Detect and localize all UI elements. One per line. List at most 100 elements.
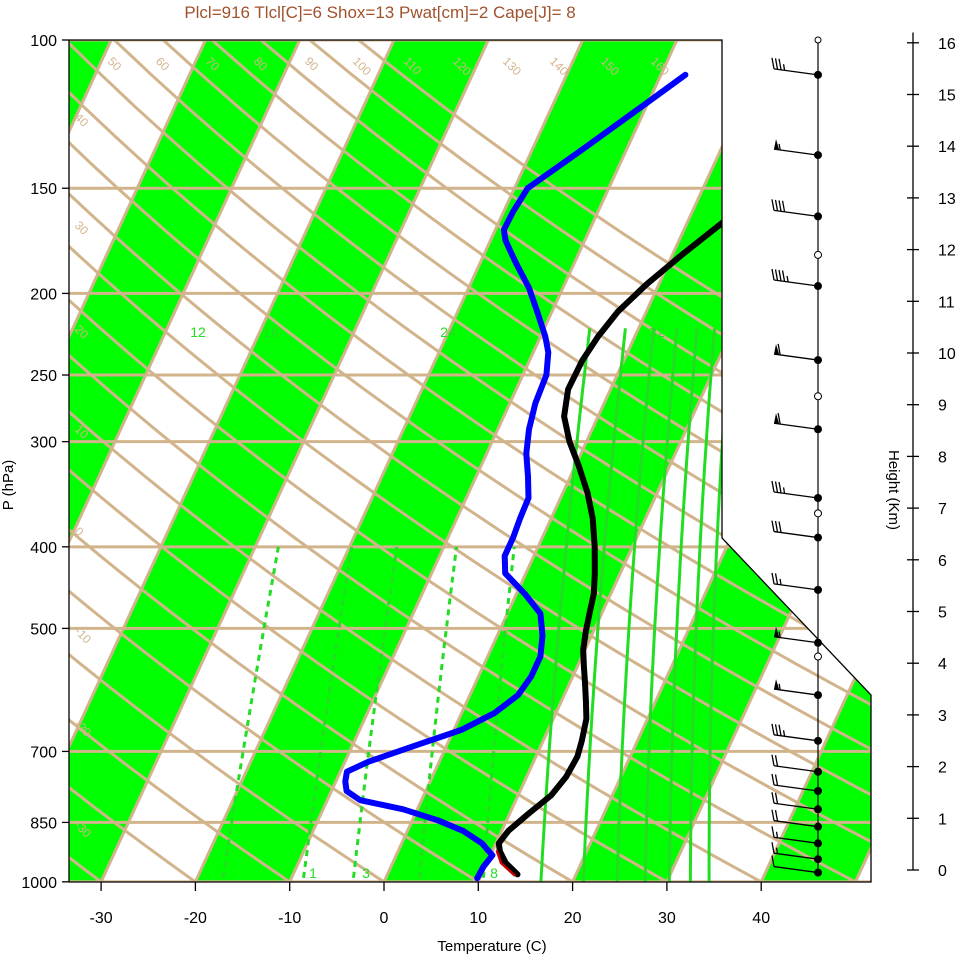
wind-barb-feather: [771, 855, 775, 867]
wind-barb-shaft: [773, 688, 819, 696]
mixing-ratio-line: [415, 546, 459, 882]
wind-barb-flag: [774, 139, 780, 150]
height-tick-label: 0: [938, 863, 947, 880]
height-axis-label: Height (Km): [885, 450, 902, 530]
pressure-tick-label: 300: [30, 435, 57, 452]
dry-adiabat-line: [121, 40, 871, 882]
isotherm-label: 60: [153, 54, 173, 74]
wind-barb-shaft: [773, 784, 819, 792]
isotherm-label: 130: [500, 54, 524, 78]
wind-barb-feather: [777, 343, 781, 356]
wind-barb-feather: [771, 199, 775, 211]
isotherm-label: 30: [72, 218, 92, 238]
isotherm-line: [743, 40, 871, 882]
dry-adiabat-line: [168, 40, 871, 882]
wind-barb-feather: [774, 520, 779, 533]
wind-barb-feather: [774, 481, 779, 493]
mixing-ratio-label: 32: [649, 324, 665, 340]
pressure-axis: 100 150 200 250 300 400 500 700 850 1000: [21, 33, 69, 892]
wind-barb-feather: [771, 57, 775, 69]
wind-barb-shaft: [773, 279, 819, 287]
wind-barb-feather: [774, 774, 779, 786]
pressure-tick-label: 1000: [21, 875, 57, 892]
height-tick-label: 6: [938, 553, 947, 570]
mixing-ratio-label: 12: [190, 324, 206, 340]
wind-barb-flag: [774, 679, 780, 690]
wind-barb-feather: [771, 842, 775, 854]
wind-barb-feather: [771, 809, 775, 821]
dry-adiabat-line: [69, 40, 871, 882]
wind-barb-feather: [774, 199, 779, 211]
height-tick-label: 14: [938, 139, 956, 156]
profile-parcel: [495, 850, 516, 877]
dry-adiabat-line: [69, 40, 731, 882]
wind-barb-half-feather: [775, 847, 779, 854]
wind-barb-shaft: [773, 530, 819, 539]
mixing-ratio-label: 24: [440, 324, 456, 340]
wind-barb-shaft: [773, 209, 819, 218]
temperature-tick-label: 20: [564, 910, 582, 927]
wind-barb-half-feather: [786, 275, 789, 283]
pressure-tick-label: 850: [30, 815, 57, 832]
wind-barb-feather: [781, 270, 786, 282]
wind-barb-feather: [771, 572, 775, 585]
wind-barb-feather: [771, 268, 775, 281]
dry-adiabat-line: [69, 40, 871, 882]
mixing-ratio-line: [538, 328, 592, 882]
green-band: [179, 40, 705, 882]
wind-barb-shaft: [773, 68, 819, 76]
temperature-tick-label: 40: [752, 910, 770, 927]
height-tick-label: 5: [938, 605, 947, 622]
temperature-tick-label: 0: [380, 910, 389, 927]
pressure-tick-label: 150: [30, 181, 57, 198]
height-tick-label: 2: [938, 760, 947, 777]
adiabat-label: 10: [726, 338, 751, 363]
dry-adiabat-line: [74, 40, 871, 882]
isotherm-line: [178, 40, 612, 882]
temperature-tick-label: 30: [658, 910, 676, 927]
pressure-tick-label: 250: [30, 368, 57, 385]
wind-barb-shaft: [773, 636, 819, 644]
wind-barb-half-feather: [778, 683, 781, 691]
isotherm-label: 90: [302, 54, 322, 74]
wind-barb-half-feather: [782, 64, 786, 71]
wind-barb-feather: [778, 521, 782, 533]
mixing-ratio-line: [218, 546, 280, 882]
wind-barb-shaft: [773, 865, 819, 874]
wind-barb-half-feather: [778, 143, 781, 151]
wind-barb-shaft: [773, 836, 819, 844]
mixing-ratio-line: [615, 328, 656, 882]
adiabat-label: 10: [743, 538, 768, 563]
green-band: [69, 40, 516, 882]
dry-adiabat-line: [69, 40, 871, 882]
wind-barb-half-feather: [775, 831, 779, 838]
isotherm-line: [69, 40, 235, 882]
wind-barb-feather: [781, 200, 786, 212]
chart-title: Plcl=916 Tlcl[C]=6 Shox=13 Pwat[cm]=2 Ca…: [184, 3, 575, 22]
mixing-ratio-label: 16: [263, 324, 279, 340]
wind-barb-flag: [774, 344, 780, 355]
height-tick-label: 11: [938, 294, 955, 311]
wind-level-marker: [814, 392, 822, 401]
temperature-tick-label: -20: [184, 910, 207, 927]
mixing-ratio-line: [643, 328, 679, 882]
dry-adiabat-line: [69, 40, 247, 882]
wind-barb-feather: [774, 58, 779, 70]
isotherm-line: [83, 40, 518, 882]
wind-barb-feather: [771, 754, 775, 766]
mixing-ratio-lines: [218, 328, 732, 882]
height-tick-label: 8: [938, 449, 947, 466]
adiabat-label: 0: [724, 459, 742, 477]
wind-barb-feather: [771, 520, 775, 532]
temperature-axis: -30 -20 -10 0 10 20 30 40: [90, 882, 770, 927]
wind-barb-shaft: [773, 852, 819, 860]
isotherm-label: 50: [105, 54, 125, 74]
wind-barb-feather: [771, 723, 775, 735]
wind-barb-flag: [774, 413, 780, 424]
mixing-ratio-line: [707, 328, 732, 882]
wind-barb-flag: [774, 626, 780, 638]
wind-barb-shaft: [773, 802, 819, 810]
wind-barb-column: [771, 36, 822, 877]
dry-adiabat-line: [69, 40, 537, 882]
